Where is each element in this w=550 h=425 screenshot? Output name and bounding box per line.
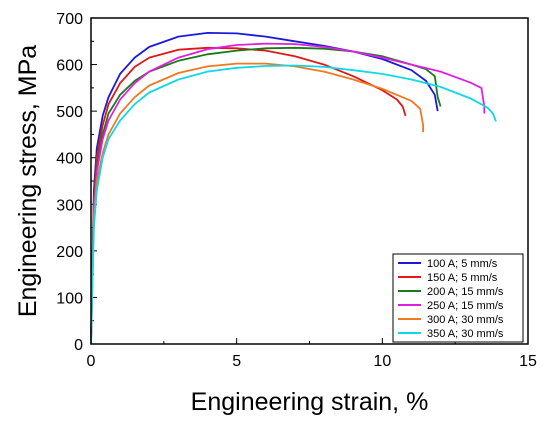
y-tick-label: 0 bbox=[74, 337, 83, 354]
tick-labels: 0 5 10 15 0 100 200 300 400 500 600 700 bbox=[56, 11, 537, 370]
legend-label: 150 A; 5 mm/s bbox=[427, 272, 498, 284]
series-line-2 bbox=[90, 46, 407, 345]
legend-label: 250 A; 15 mm/s bbox=[427, 300, 504, 312]
x-tick-label: 15 bbox=[519, 353, 537, 370]
series-lines bbox=[90, 32, 497, 345]
series-line-3 bbox=[90, 46, 442, 345]
x-tick-label: 0 bbox=[87, 353, 96, 370]
y-axis-title: Engineering stress, MPa bbox=[14, 45, 42, 317]
y-tick-label: 300 bbox=[56, 197, 83, 214]
y-tick-label: 500 bbox=[56, 104, 83, 121]
legend-label: 200 A; 15 mm/s bbox=[427, 286, 504, 298]
y-tick-label: 100 bbox=[56, 290, 83, 307]
series-line-6 bbox=[90, 64, 497, 345]
x-tick-label: 10 bbox=[373, 353, 391, 370]
series-line-4 bbox=[90, 42, 486, 345]
y-tick-label: 400 bbox=[56, 151, 83, 168]
y-tick-label: 700 bbox=[56, 11, 83, 28]
legend-box bbox=[392, 253, 524, 343]
legend-label: 300 A; 30 mm/s bbox=[427, 314, 504, 326]
legend-label: 350 A; 30 mm/s bbox=[427, 328, 504, 340]
x-axis-title: Engineering strain, % bbox=[191, 388, 429, 416]
legend-label: 100 A; 5 mm/s bbox=[427, 258, 498, 270]
x-tick-label: 5 bbox=[232, 353, 241, 370]
series-line-5 bbox=[90, 62, 424, 345]
series-line-1 bbox=[90, 32, 439, 345]
legend: 100 A; 5 mm/s 150 A; 5 mm/s 200 A; 15 mm/s… bbox=[392, 253, 524, 343]
y-tick-label: 200 bbox=[56, 244, 83, 261]
plot-frame bbox=[90, 17, 529, 345]
y-tick-label: 600 bbox=[56, 58, 83, 75]
